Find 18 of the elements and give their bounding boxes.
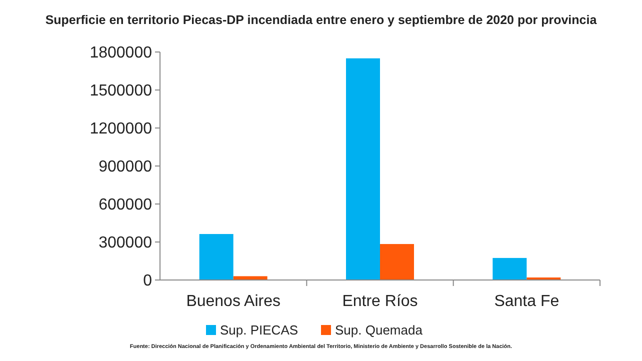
chart-title: Superficie en territorio Piecas-DP incendiada entre enero y septiembre de 2020 por provincia xyxy=(45,13,598,27)
x-tick-label: Entre Ríos xyxy=(342,293,418,310)
bar xyxy=(346,58,380,280)
legend-label: Sup. PIECAS xyxy=(220,322,298,338)
x-tick-label: Buenos Aires xyxy=(186,293,280,310)
bar xyxy=(380,244,414,280)
y-tick-label: 0 xyxy=(143,272,152,290)
bar xyxy=(492,258,527,280)
y-tick-label: 1500000 xyxy=(90,82,152,100)
y-tick-label: 1800000 xyxy=(90,44,152,62)
y-tick-label: 1200000 xyxy=(90,120,152,138)
bar xyxy=(233,276,268,280)
bar xyxy=(199,234,234,280)
x-tick-label: Santa Fe xyxy=(494,293,560,310)
legend-label: Sup. Quemada xyxy=(335,322,424,338)
y-tick-label: 600000 xyxy=(98,196,152,214)
y-tick-label: 900000 xyxy=(98,158,152,176)
y-tick-label: 300000 xyxy=(98,234,152,252)
